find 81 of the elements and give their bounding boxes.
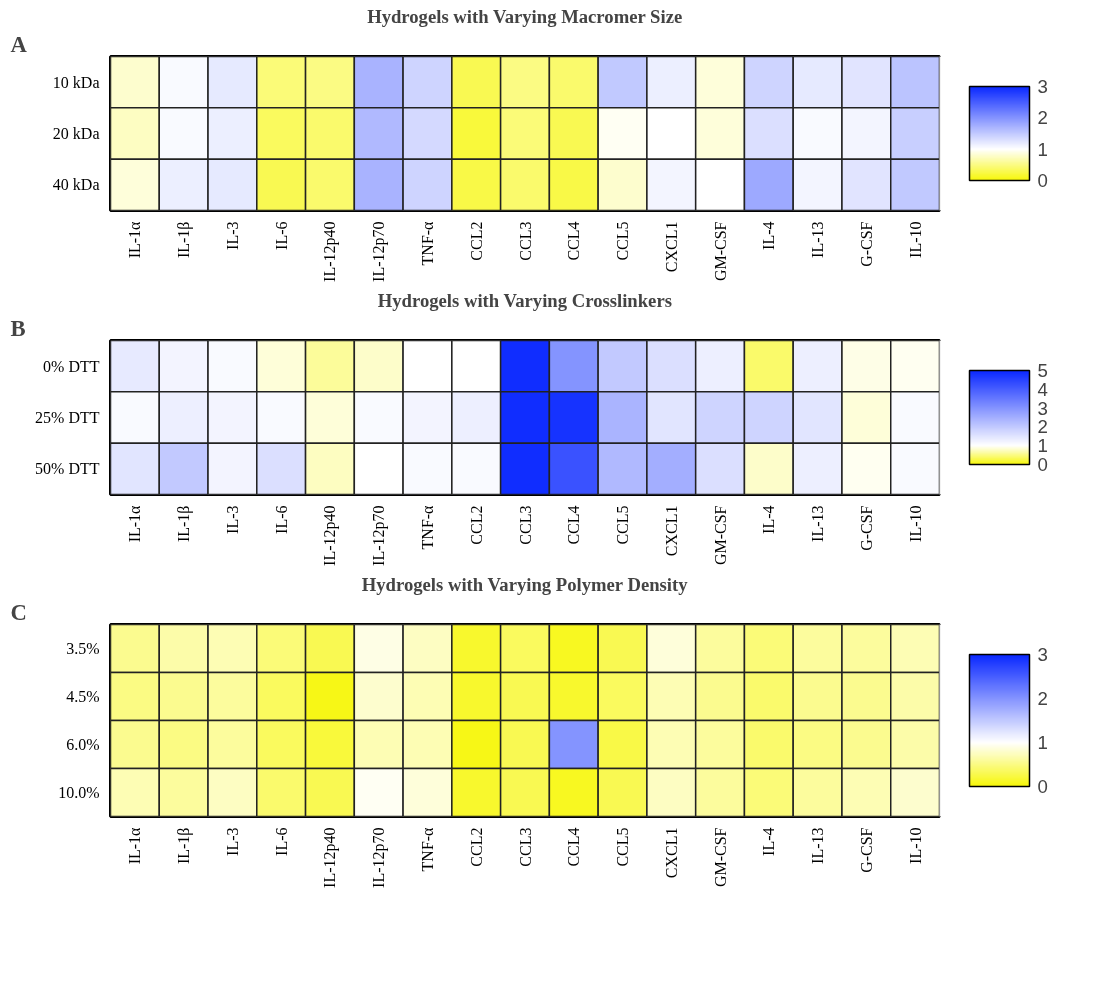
x-tick-label: IL-12p40 <box>321 221 340 282</box>
chart-title: Hydrogels with Varying Polymer Density <box>361 573 689 595</box>
y-tick-label: 20 kDa <box>52 125 100 142</box>
x-tick-label: CCL4 <box>565 505 583 545</box>
text: A <box>10 31 28 57</box>
color-bar-label: 3 <box>1037 76 1048 97</box>
x-tick-label: IL-12p70 <box>370 827 389 888</box>
text: B <box>10 315 26 341</box>
x-tick-label: CCL2 <box>467 505 485 545</box>
x-tick-label: CCL5 <box>614 505 632 545</box>
x-tick-label: CCL3 <box>516 827 534 867</box>
color-bar-label: 0 <box>1037 776 1048 797</box>
color-bar-label: 1 <box>1037 138 1048 160</box>
y-tick-label: 10.0% <box>58 784 100 801</box>
x-tick-label: IL-10 <box>906 221 924 258</box>
x-tick-label: IL-1α <box>126 826 144 865</box>
x-tick-label: IL-1β <box>175 221 194 259</box>
x-tick-label: IL-1β <box>175 505 194 543</box>
y-tick-label: 3.5% <box>66 640 100 657</box>
color-bar-label: 5 <box>1037 360 1048 381</box>
text: C <box>10 599 27 625</box>
x-tick-label: TNF-α <box>418 220 436 266</box>
x-tick-label: IL-10 <box>906 827 924 864</box>
x-tick-label: IL-1α <box>126 504 144 543</box>
color-bar-label: 0 <box>1037 170 1048 191</box>
x-tick-label: IL-12p40 <box>321 505 340 566</box>
x-tick-label: IL-6 <box>272 827 290 856</box>
chart-title: Hydrogels with Varying Crosslinkers <box>377 289 672 311</box>
x-tick-label: CCL3 <box>516 505 534 545</box>
x-tick-label: IL-6 <box>272 505 290 534</box>
color-bar-label: 3 <box>1037 397 1048 419</box>
y-tick-label: 50% DTT <box>35 460 100 478</box>
y-tick-label: 25% DTT <box>35 409 100 426</box>
x-tick-label: CCL5 <box>614 221 632 261</box>
x-tick-label: CCL2 <box>467 221 485 261</box>
x-tick-label: IL-12p40 <box>321 827 340 888</box>
x-tick-label: IL-4 <box>760 221 778 250</box>
x-tick-label: CXCL1 <box>662 221 680 273</box>
x-tick-label: TNF-α <box>418 826 436 872</box>
x-tick-label: GM-CSF <box>711 827 729 888</box>
x-tick-label: IL-13 <box>809 221 827 258</box>
x-tick-label: CXCL1 <box>662 505 680 557</box>
color-bar-label: 3 <box>1037 644 1048 665</box>
x-tick-label: CCL3 <box>516 221 534 261</box>
color-bar-label: 2 <box>1037 688 1048 709</box>
y-tick-label: 10 kDa <box>52 73 100 91</box>
x-tick-label: CCL4 <box>565 221 583 261</box>
y-tick-label: 6.0% <box>66 736 100 753</box>
x-tick-label: IL-10 <box>906 505 924 542</box>
x-tick-label: GM-CSF <box>711 505 729 566</box>
y-tick-label: 4.5% <box>66 688 100 705</box>
x-tick-label: TNF-α <box>418 504 436 550</box>
color-bar-label: 1 <box>1037 732 1048 753</box>
x-tick-label: IL-3 <box>223 505 241 534</box>
color-bar-label: 2 <box>1037 416 1048 438</box>
x-tick-label: IL-3 <box>223 827 241 856</box>
x-tick-label: IL-4 <box>760 827 778 856</box>
x-tick-label: IL-12p70 <box>370 505 389 566</box>
x-tick-label: CCL5 <box>614 827 632 867</box>
x-tick-label: IL-13 <box>809 505 827 542</box>
color-bar-label: 4 <box>1037 378 1048 400</box>
x-tick-label: IL-12p70 <box>370 221 389 282</box>
x-tick-label: IL-3 <box>223 221 241 250</box>
x-tick-label: G-CSF <box>857 221 875 267</box>
x-tick-label: IL-1α <box>126 220 144 259</box>
x-tick-label: IL-6 <box>272 221 290 250</box>
color-bar-label: 1 <box>1037 435 1048 457</box>
chart-title: Hydrogels with Varying Macromer Size <box>367 5 683 27</box>
x-tick-label: IL-4 <box>760 505 778 534</box>
x-tick-label: CCL4 <box>565 827 583 867</box>
y-tick-label: 0% DTT <box>43 357 100 375</box>
x-tick-label: G-CSF <box>857 827 875 873</box>
x-tick-label: CXCL1 <box>662 827 680 879</box>
color-bar-label: 2 <box>1037 107 1048 129</box>
x-tick-label: G-CSF <box>857 505 875 551</box>
x-tick-label: IL-13 <box>809 827 827 864</box>
y-tick-label: 40 kDa <box>52 176 100 194</box>
x-tick-label: CCL2 <box>467 827 485 867</box>
color-bar-label: 0 <box>1037 454 1048 475</box>
x-tick-label: GM-CSF <box>711 221 729 282</box>
x-tick-label: IL-1β <box>175 827 194 865</box>
